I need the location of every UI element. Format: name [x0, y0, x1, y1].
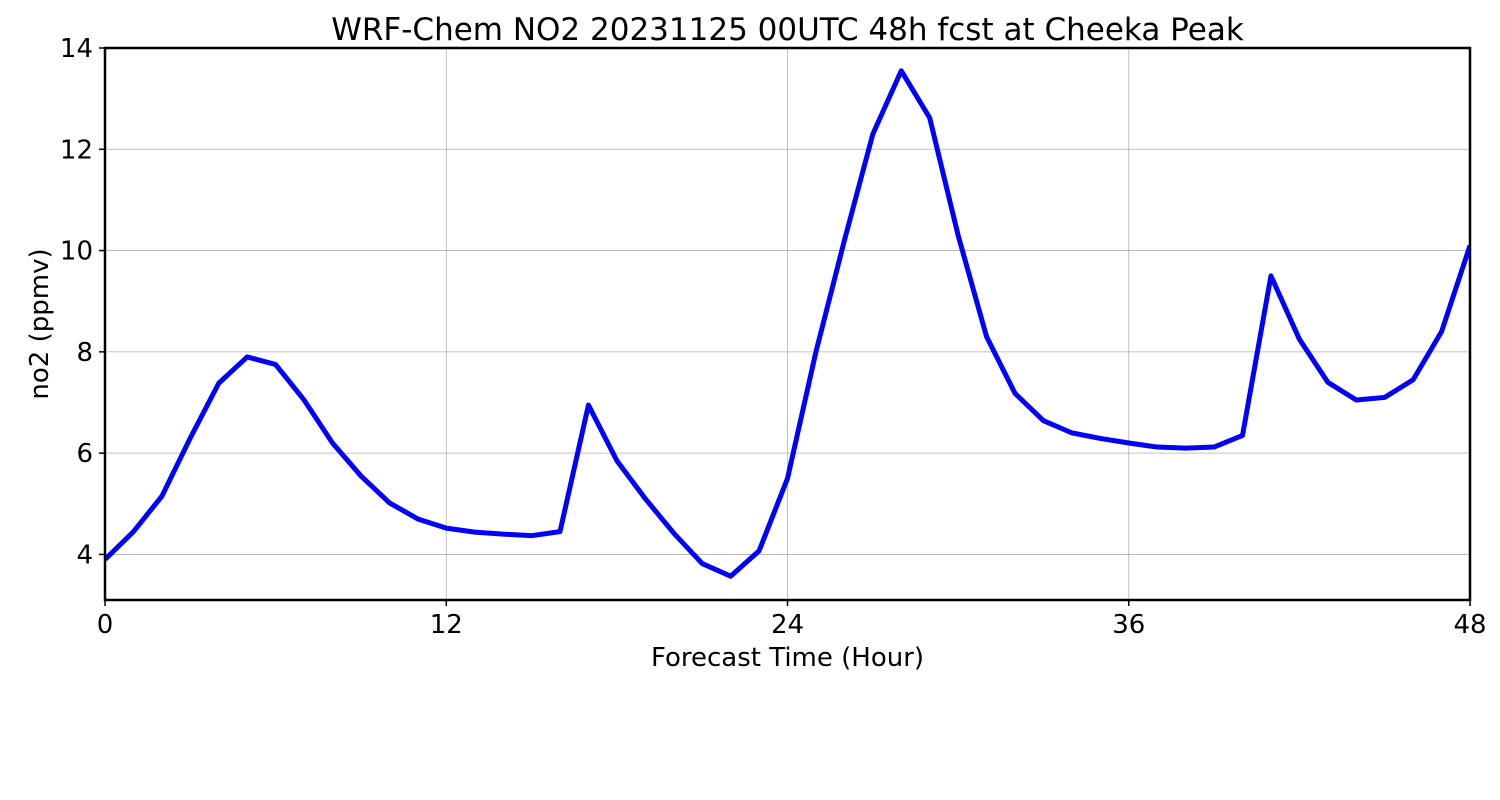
chart-title: WRF-Chem NO2 20231125 00UTC 48h fcst at … — [331, 12, 1244, 48]
x-tick-label: 48 — [1453, 610, 1486, 640]
y-tick-label: 10 — [60, 237, 93, 267]
y-axis-title: no2 (ppmv) — [25, 248, 55, 399]
x-axis-title: Forecast Time (Hour) — [651, 643, 924, 673]
series-layer — [105, 68, 1470, 579]
ticks: 0 12 24 36 48 4 6 8 10 12 14 — [60, 34, 1487, 640]
y-tick-label: 8 — [76, 338, 93, 368]
x-tick-label: 24 — [771, 610, 804, 640]
x-tick-label: 0 — [97, 610, 114, 640]
y-tick-label: 12 — [60, 135, 93, 165]
x-tick-label: 36 — [1112, 610, 1145, 640]
y-tick-label: 4 — [76, 540, 93, 570]
y-tick-label: 6 — [76, 439, 93, 469]
y-tick-label: 14 — [60, 34, 93, 64]
series-line-0 — [105, 68, 1470, 579]
x-tick-label: 12 — [430, 610, 463, 640]
